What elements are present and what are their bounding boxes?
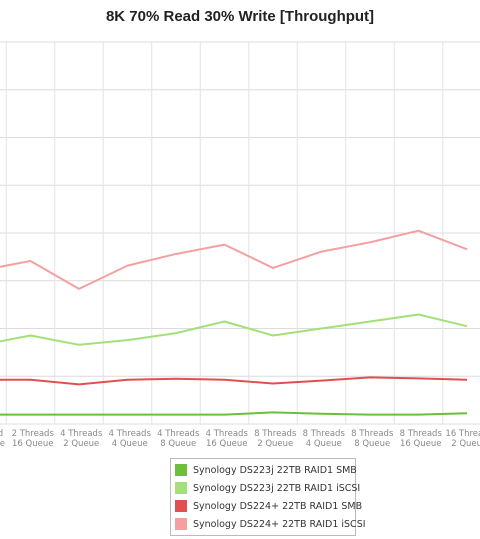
x-tick-label: 4 Threads 16 Queue	[206, 429, 249, 449]
x-tick-label: 4 Threads 2 Queue	[60, 429, 103, 449]
legend-label: Synology DS224+ 22TB RAID1 SMB	[193, 500, 363, 512]
x-tick-label: 2 Threads 16 Queue	[12, 429, 55, 449]
legend-label: Synology DS224+ 22TB RAID1 iSCSI	[193, 518, 366, 530]
legend-label: Synology DS223j 22TB RAID1 SMB	[193, 464, 357, 476]
legend-swatch	[175, 482, 187, 494]
x-tick-label: 1 Thread16 Queue	[0, 429, 5, 449]
series-line-4	[0, 229, 468, 290]
legend: Synology DS223j 22TB RAID1 SMB Synology D…	[170, 458, 366, 536]
legend-swatch	[175, 464, 187, 476]
legend-label: Synology DS223j 22TB RAID1 iSCSI	[193, 482, 361, 494]
series-line-1	[0, 411, 468, 416]
series-line-2	[0, 313, 468, 346]
legend-item: Synology DS224+ 22TB RAID1 iSCSI	[175, 515, 366, 533]
legend-swatch	[175, 518, 187, 530]
x-tick-label: 8 Threads 8 Queue	[351, 429, 394, 449]
legend-swatch	[175, 500, 187, 512]
legend-item: Synology DS223j 22TB RAID1 iSCSI	[175, 479, 360, 497]
legend-item: Synology DS223j 22TB RAID1 SMB	[175, 461, 357, 479]
x-tick-label: 8 Threads 2 Queue	[254, 429, 297, 449]
series-line-3	[0, 376, 468, 386]
x-tick-label: 8 Threads 4 Queue	[303, 429, 346, 449]
x-tick-label: 4 Threads 8 Queue	[157, 429, 200, 449]
legend-item: Synology DS224+ 22TB RAID1 SMB	[175, 497, 362, 515]
x-tick-label: 8 Threads 16 Queue	[400, 429, 443, 449]
chart-title: 8K 70% Read 30% Write [Throughput]	[105, 8, 375, 25]
x-tick-label: 4 Threads 4 Queue	[109, 429, 152, 449]
